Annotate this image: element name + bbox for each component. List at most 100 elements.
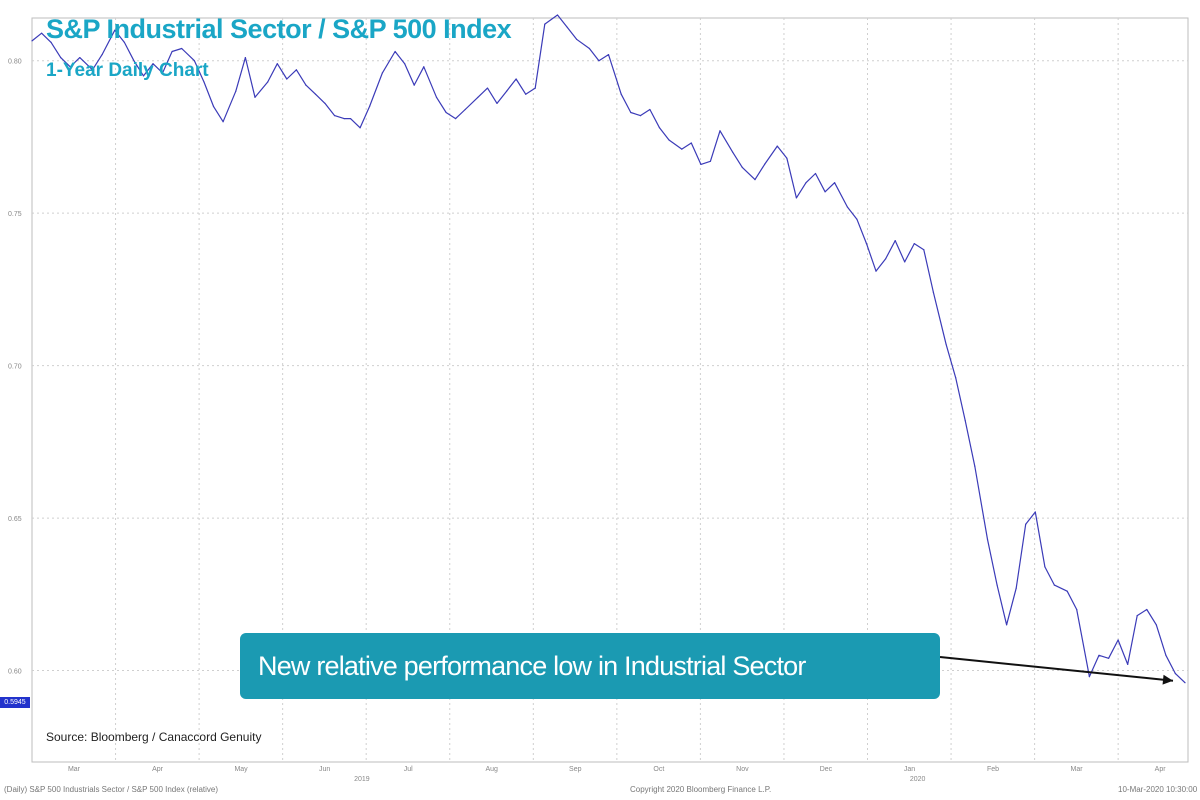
annotation-callout: New relative performance low in Industri… (240, 633, 940, 699)
data-point (381, 72, 383, 74)
data-point (1127, 663, 1129, 666)
data-point (1117, 639, 1119, 641)
x-tick-label: Nov (736, 766, 749, 773)
data-point (875, 270, 877, 272)
data-point (620, 93, 622, 95)
data-point (1015, 587, 1017, 589)
data-point (795, 197, 798, 199)
data-point (324, 102, 326, 104)
data-point (1034, 511, 1036, 513)
x-tick-label: May (234, 766, 248, 773)
data-point (1098, 654, 1100, 656)
data-point (690, 142, 692, 144)
y-tick-label: 0.75 (8, 211, 22, 218)
data-point (41, 32, 43, 34)
data-point (658, 127, 661, 129)
data-point (607, 54, 610, 56)
data-point (133, 60, 135, 62)
data-point (681, 148, 683, 150)
data-point (525, 93, 527, 95)
data-point (700, 163, 702, 165)
data-point (964, 419, 966, 422)
data-point (805, 182, 807, 184)
x-tick-label: Feb (987, 766, 999, 773)
x-tick-label: Apr (1155, 766, 1167, 773)
data-point (741, 166, 743, 168)
data-point (639, 115, 642, 117)
footer-copyright: Copyright 2020 Bloomberg Finance L.P. (630, 785, 772, 794)
data-point (566, 26, 568, 28)
data-point (776, 145, 778, 147)
data-point (1006, 624, 1008, 626)
plot-frame (31, 17, 1189, 763)
x-tick-label: Oct (653, 766, 664, 773)
data-point (435, 96, 438, 98)
x-tick-label: Mar (1071, 766, 1084, 773)
data-point (515, 78, 517, 80)
data-point (1174, 673, 1176, 675)
data-point (203, 81, 205, 83)
data-point (1155, 624, 1157, 626)
data-point (404, 63, 406, 65)
data-point (974, 465, 976, 467)
data-point (506, 90, 508, 92)
arrow-layer (939, 656, 1174, 685)
data-point (1165, 654, 1167, 656)
data-point (576, 38, 578, 40)
data-point (544, 23, 546, 25)
annotation-arrow-line (939, 656, 1174, 682)
year-label: 2019 (354, 776, 370, 783)
data-point (1184, 682, 1186, 684)
data-point (286, 78, 288, 80)
data-point (668, 139, 670, 141)
data-point (913, 243, 915, 245)
data-point (212, 105, 215, 107)
line-layer (31, 14, 1186, 684)
y-tick-label: 0.70 (8, 364, 22, 371)
data-point (464, 108, 466, 111)
data-point (445, 111, 447, 114)
data-point (267, 81, 269, 83)
data-point (865, 243, 868, 245)
data-point (69, 66, 71, 68)
footer-left-note: (Daily) S&P 500 Industrials Sector / S&P… (4, 785, 219, 794)
data-point (359, 127, 361, 129)
data-point (754, 179, 756, 181)
data-point (732, 151, 734, 153)
data-point (142, 75, 145, 77)
data-point (305, 84, 307, 86)
data-point (1146, 608, 1148, 611)
data-point (276, 63, 278, 65)
data-point (193, 60, 195, 62)
data-point (824, 191, 826, 193)
data-point (932, 291, 935, 293)
data-point (834, 182, 836, 184)
y-tick-label: 0.65 (8, 516, 22, 523)
x-tick-label: Jul (404, 766, 413, 773)
data-point (349, 118, 352, 120)
data-point (123, 41, 125, 44)
data-point (455, 118, 457, 120)
data-point (394, 50, 396, 53)
data-point (534, 87, 536, 89)
data-point (1053, 584, 1055, 586)
x-tick-label: Apr (152, 766, 164, 773)
data-point (649, 108, 651, 111)
data-point (343, 118, 345, 120)
data-point (1044, 566, 1046, 568)
data-point (923, 249, 925, 251)
data-point (814, 172, 817, 175)
data-point (244, 57, 246, 59)
axis-layer: 0.80 0.75 0.70 0.65 0.60 Mar Apr May Jun Jul Aug Se… (8, 59, 1166, 783)
data-point (996, 584, 998, 586)
data-point (904, 261, 906, 263)
data-point (486, 87, 489, 89)
y-tick-label: 0.60 (8, 669, 22, 676)
data-point (114, 29, 116, 31)
data-point (556, 14, 559, 16)
data-point (1025, 523, 1027, 525)
data-point (50, 41, 52, 44)
footer-timestamp: 10-Mar-2020 10:30:00 (1118, 785, 1198, 794)
data-point (171, 50, 173, 53)
data-point (101, 54, 103, 56)
